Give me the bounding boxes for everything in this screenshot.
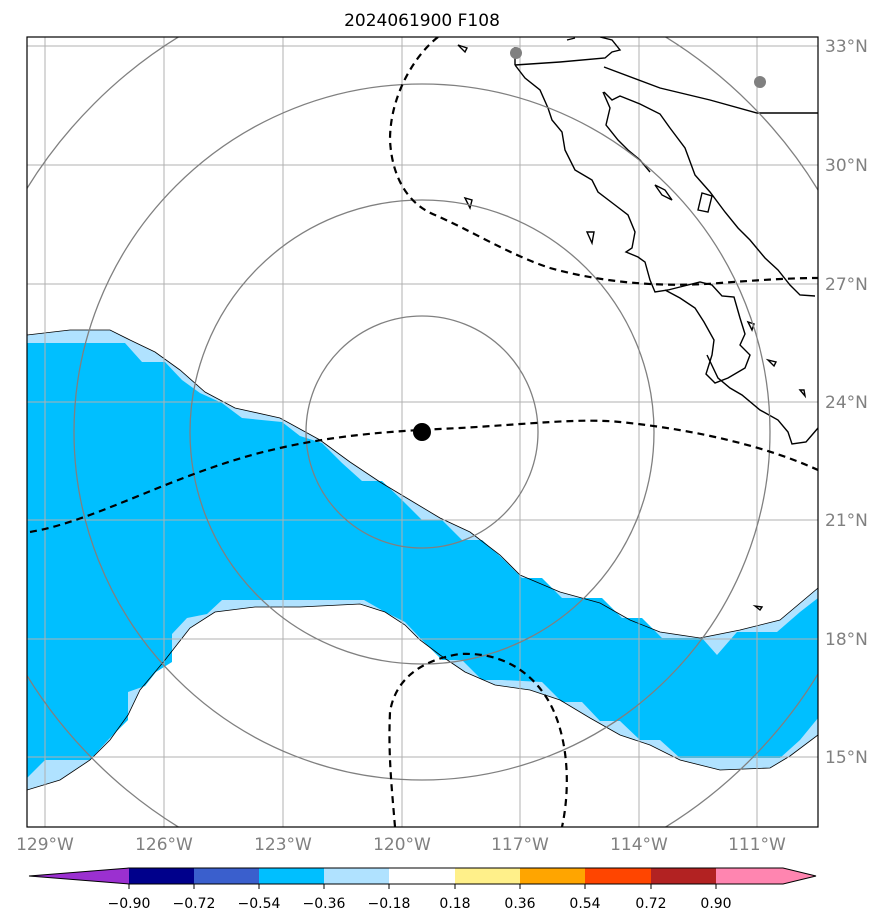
lat-label: 33°N <box>825 37 868 57</box>
lat-label: 18°N <box>825 630 868 650</box>
colorbar-tick-label: 0.36 <box>504 896 535 912</box>
lat-label: 27°N <box>825 275 868 295</box>
lat-label: 30°N <box>825 156 868 176</box>
colorbar-segment <box>29 868 129 884</box>
colorbar-segment <box>129 868 194 884</box>
colorbar-ticks <box>128 884 717 889</box>
band-edge-south <box>27 603 818 791</box>
band-edge-north <box>27 329 818 639</box>
colorbar-segment <box>324 868 389 884</box>
anomaly-band <box>27 343 818 778</box>
range-ring-1 <box>305 315 539 549</box>
gray-point-1 <box>510 47 522 59</box>
colorbar-segment <box>585 868 651 884</box>
lon-label: 123°W <box>254 835 312 855</box>
lon-label: 111°W <box>728 835 786 855</box>
range-ring-3 <box>73 83 771 781</box>
map-title: 2024061900 F108 <box>344 11 500 31</box>
map-panel <box>27 37 818 827</box>
colorbar-segment <box>259 868 324 884</box>
lat-label: 24°N <box>825 393 868 413</box>
colorbar-tick-label: 0.54 <box>569 896 600 912</box>
map-frame <box>26 36 819 828</box>
lon-label: 129°W <box>16 835 74 855</box>
colorbar-tick-label: −0.90 <box>108 896 151 912</box>
storm-center-marker <box>413 423 431 441</box>
colorbar-segment <box>520 868 585 884</box>
lon-label: 120°W <box>373 835 431 855</box>
lat-label: 15°N <box>825 748 868 768</box>
gridlines <box>27 37 818 827</box>
contour-track-line <box>29 419 818 534</box>
gray-point-2 <box>754 76 766 88</box>
colorbar-segment <box>651 868 716 884</box>
colorbar-tick-label: −0.36 <box>303 896 346 912</box>
contour-north <box>388 37 818 286</box>
colorbar-tick-label: 0.72 <box>635 896 666 912</box>
colorbar-segment <box>194 868 259 884</box>
colorbar-segment <box>455 868 520 884</box>
longitude-labels: 129°W 126°W 123°W 120°W 117°W 114°W 111°… <box>16 835 786 855</box>
lon-label: 114°W <box>610 835 668 855</box>
colorbar-tick-label: −0.54 <box>238 896 281 912</box>
colorbar: −0.90 −0.72 −0.54 −0.36 −0.18 0.18 0.36 … <box>28 867 817 912</box>
dashed-contours <box>29 37 818 827</box>
lon-label: 117°W <box>491 835 549 855</box>
colorbar-tick-label: −0.18 <box>368 896 411 912</box>
colorbar-segment <box>389 868 455 884</box>
lon-label: 126°W <box>135 835 193 855</box>
range-ring-2 <box>189 199 655 665</box>
colorbar-tick-label: 0.90 <box>700 896 731 912</box>
colorbar-segment <box>716 868 816 884</box>
colorbar-tick-label: −0.72 <box>173 896 216 912</box>
colorbar-tick-label: 0.18 <box>439 896 470 912</box>
lat-label: 21°N <box>825 511 868 531</box>
range-rings <box>27 37 818 827</box>
latitude-labels: 33°N 30°N 27°N 24°N 21°N 18°N 15°N <box>825 37 868 768</box>
